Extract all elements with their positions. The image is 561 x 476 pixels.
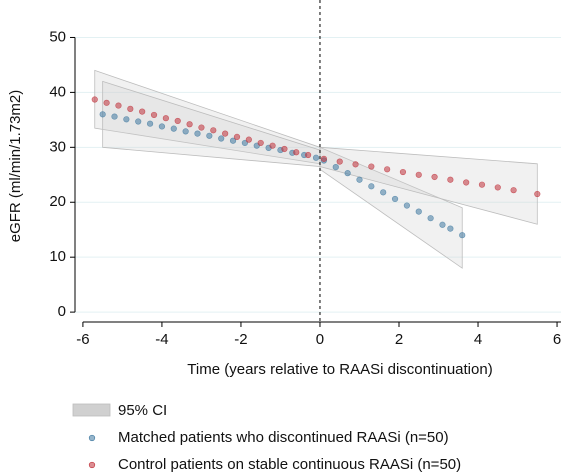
data-point [123,116,130,123]
data-point [494,184,501,191]
data-point [415,171,422,178]
data-point [222,130,229,137]
data-point [229,137,237,144]
x-tick-label: 4 [474,331,482,348]
y-tick-label: 40 [49,83,66,100]
y-tick-label: 30 [49,138,66,155]
data-point [162,115,169,122]
data-point [245,136,252,143]
data-point [293,149,300,156]
data-point [391,195,399,203]
data-point [99,111,106,118]
data-point [399,168,407,176]
ci-band [102,80,321,167]
data-point [198,124,205,131]
legend-swatch [72,403,111,417]
y-tick-label: 20 [49,193,66,210]
data-point [241,139,249,147]
data-point [257,139,264,147]
y-axis-title: eGFR (ml/min/1.73m2) [7,90,24,243]
y-tick-label: 0 [58,303,66,320]
data-point [403,202,411,209]
data-point [186,121,193,128]
legend-label: 95% CI [118,402,167,419]
data-point [305,151,312,159]
data-point [459,232,466,239]
x-tick-label: 6 [553,331,561,348]
data-point [111,113,118,120]
data-point [281,145,288,153]
y-tick-label: 50 [49,28,66,45]
data-point [91,96,98,103]
legend-label: Matched patients who discontinued RAASi … [118,429,449,446]
x-tick-label: -4 [155,331,168,348]
data-point [139,108,146,115]
data-point [158,123,166,130]
data-point [115,102,122,109]
data-point [344,170,351,177]
data-point [170,125,177,132]
x-tick-label: -2 [234,331,247,348]
data-point [415,208,422,215]
legend-label: Control patients on stable continuous RA… [118,456,461,473]
data-point [146,120,154,127]
data-point [127,105,134,112]
x-tick-label: 0 [316,331,324,348]
data-point [352,161,359,168]
data-point [336,158,343,165]
data-point [478,181,486,188]
x-tick-label: -6 [76,331,89,348]
data-point [534,190,541,198]
y-tick-label: 10 [49,248,66,265]
data-point [312,154,320,161]
data-point [150,111,158,119]
data-point [135,118,142,125]
data-point [194,130,201,137]
data-point [269,142,276,149]
data-point [103,99,110,106]
data-point [182,128,189,135]
data-point [332,163,339,171]
data-point [439,221,446,228]
data-point [356,176,363,183]
data-point [427,215,434,222]
data-point [510,187,517,194]
data-point [447,176,454,183]
legend-marker [88,461,96,469]
data-point [380,189,387,196]
x-axis-title: Time (years relative to RAASi discontinu… [187,361,492,378]
data-point [218,135,225,142]
data-point [174,117,181,125]
data-point [206,132,213,139]
data-point [368,183,375,190]
data-point [320,155,328,162]
data-point [368,163,375,170]
legend-marker [88,434,96,442]
data-point [210,127,217,134]
data-point [431,173,438,181]
data-point [233,133,241,140]
data-point [447,225,454,232]
x-tick-label: 2 [395,331,403,348]
data-point [463,179,470,186]
data-point [384,166,391,173]
